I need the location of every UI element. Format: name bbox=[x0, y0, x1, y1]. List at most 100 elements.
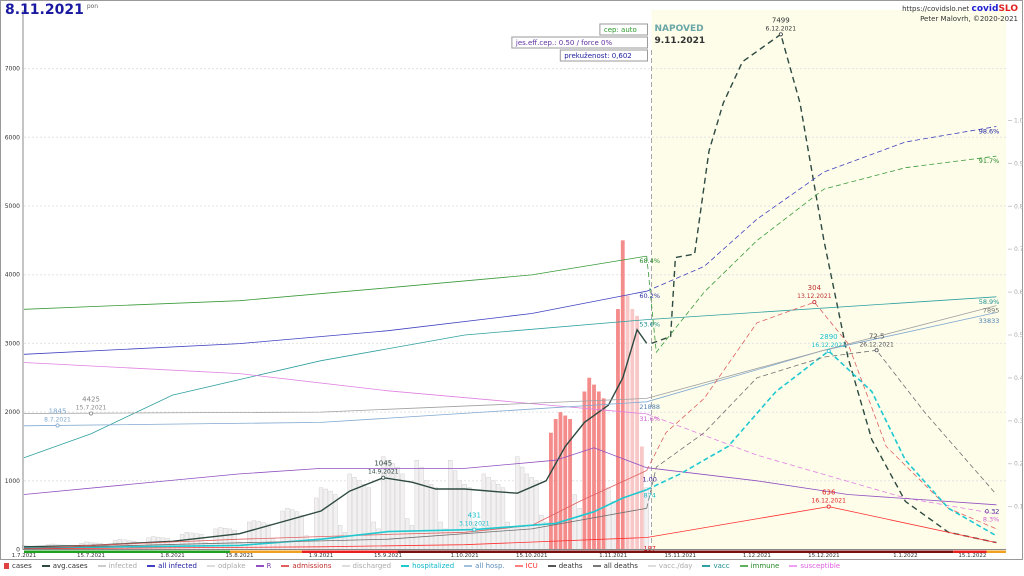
legend-item[interactable]: deaths bbox=[547, 562, 583, 570]
legend-item[interactable]: susceptible bbox=[789, 562, 840, 570]
end-label: 7895 bbox=[983, 307, 1000, 315]
y-tick-label: 2000 bbox=[5, 409, 20, 416]
case-bar bbox=[390, 463, 395, 550]
case-bar bbox=[611, 501, 616, 550]
legend-item[interactable]: ICU bbox=[514, 562, 538, 570]
legend-swatch bbox=[464, 565, 473, 567]
case-bar bbox=[520, 466, 525, 550]
report-date: 8.11.2021 pon bbox=[5, 2, 98, 18]
legend-item[interactable]: all deaths bbox=[592, 562, 638, 570]
series-line-all-deaths bbox=[23, 305, 997, 414]
end-label: 91.7% bbox=[979, 157, 1000, 165]
case-bar bbox=[577, 508, 582, 550]
case-bar bbox=[510, 528, 515, 550]
case-bar bbox=[616, 309, 620, 550]
case-bar bbox=[270, 538, 276, 550]
legend-label: hospitalized bbox=[412, 562, 455, 570]
info-box bbox=[559, 49, 648, 62]
case-bar bbox=[184, 532, 189, 550]
series-line-all-infected bbox=[23, 290, 647, 355]
case-bar bbox=[424, 480, 429, 550]
legend-swatch bbox=[281, 565, 290, 567]
case-bar bbox=[500, 487, 506, 550]
legend-item[interactable]: odplake bbox=[207, 562, 246, 570]
legend-swatch bbox=[647, 565, 656, 567]
case-bar bbox=[347, 473, 352, 550]
brand-logo: covidSLO bbox=[971, 4, 1018, 14]
legend-item[interactable]: all hosp. bbox=[464, 562, 505, 570]
y-right-tick-label: 0.2 bbox=[1014, 461, 1024, 468]
case-bar bbox=[290, 509, 295, 550]
author: Peter Malovrh, ©2020-2021 bbox=[920, 15, 1018, 23]
legend-item[interactable]: vacc bbox=[702, 562, 730, 570]
x-tick-label: 15.12.2021 bbox=[808, 553, 840, 559]
x-tick-label: 15.7.2021 bbox=[77, 553, 105, 559]
series-line-icu bbox=[23, 506, 997, 550]
x-tick-label: 1.7.2021 bbox=[12, 553, 37, 559]
series-line-r bbox=[23, 447, 997, 506]
case-bar bbox=[548, 432, 553, 550]
annotation-marker bbox=[874, 348, 879, 353]
x-tick-label: 15.8.2021 bbox=[226, 553, 254, 559]
legend-item[interactable]: vacc./day bbox=[647, 562, 693, 570]
annotation-marker bbox=[55, 423, 60, 428]
y-right-tick-label: 0.1 bbox=[1014, 504, 1024, 511]
site-url[interactable]: https://covidslo.net bbox=[902, 5, 970, 13]
series-line-all-infected-forecast bbox=[646, 126, 997, 292]
annotation-date: 3.10.2021 bbox=[459, 521, 490, 528]
case-bar bbox=[304, 535, 309, 550]
legend-swatch bbox=[4, 563, 9, 569]
legend-swatch bbox=[255, 565, 264, 567]
y-right-tick-label: 0.4 bbox=[1014, 375, 1024, 382]
info-box-text: prekuženost: 0,602 bbox=[564, 52, 631, 60]
annotation-value: 304 bbox=[808, 284, 822, 292]
legend-label: vacc./day bbox=[658, 562, 693, 570]
annotation-value: 4425 bbox=[82, 395, 100, 403]
end-label: 874 bbox=[643, 491, 655, 499]
legend-item[interactable]: immune bbox=[739, 562, 779, 570]
status-strip-segment bbox=[229, 550, 302, 553]
y-tick-label: 7000 bbox=[5, 66, 20, 73]
legend-item[interactable]: all infected bbox=[147, 562, 197, 570]
case-bar bbox=[481, 473, 486, 550]
case-bar bbox=[620, 240, 625, 550]
legend-item[interactable]: hospitalized bbox=[401, 562, 454, 570]
legend-swatch bbox=[97, 565, 106, 567]
case-bar bbox=[414, 459, 419, 550]
case-bar bbox=[635, 315, 640, 550]
legend-item[interactable]: R bbox=[255, 562, 271, 570]
case-bar bbox=[601, 398, 606, 550]
case-bar bbox=[630, 309, 635, 550]
end-label: 58.9% bbox=[979, 298, 1000, 306]
annotation-marker bbox=[826, 504, 831, 509]
annotation-date: 26.12.2021 bbox=[859, 341, 894, 348]
y-right-tick-label: 0.9 bbox=[1014, 160, 1024, 167]
annotation-value: 2890 bbox=[820, 333, 838, 341]
y-tick-label: 6000 bbox=[5, 134, 20, 141]
y-tick-label: 0 bbox=[16, 547, 20, 554]
legend-label: deaths bbox=[558, 562, 583, 570]
legend-item[interactable]: admissions bbox=[281, 562, 332, 570]
series-line-deaths bbox=[23, 507, 647, 549]
end-label: 68.4% bbox=[639, 257, 660, 265]
legend-swatch bbox=[514, 565, 523, 567]
legend: cases avg.cases infected all infected odplak… bbox=[4, 562, 840, 570]
legend-label: ICU bbox=[525, 562, 538, 570]
case-bar bbox=[639, 446, 644, 550]
case-bar bbox=[457, 480, 463, 550]
legend-item[interactable]: infected bbox=[97, 562, 137, 570]
legend-item[interactable]: cases bbox=[4, 562, 32, 570]
end-label: 187 bbox=[643, 544, 655, 552]
legend-label: vacc bbox=[713, 562, 730, 570]
x-tick-label: 15.10.2021 bbox=[516, 553, 548, 559]
annotation-value: 431 bbox=[468, 512, 481, 520]
legend-item[interactable]: avg.cases bbox=[41, 562, 88, 570]
legend-item[interactable]: discharged bbox=[341, 562, 391, 570]
series-line-admissions bbox=[23, 470, 647, 549]
y-tick-label: 4000 bbox=[5, 272, 20, 279]
annotation-value: 7499 bbox=[772, 16, 790, 24]
annotation-marker bbox=[381, 475, 386, 480]
y-right-tick-label: 0.6 bbox=[1014, 289, 1024, 296]
x-tick-label: 1.10.2021 bbox=[451, 553, 479, 559]
legend-label: avg.cases bbox=[52, 562, 88, 570]
